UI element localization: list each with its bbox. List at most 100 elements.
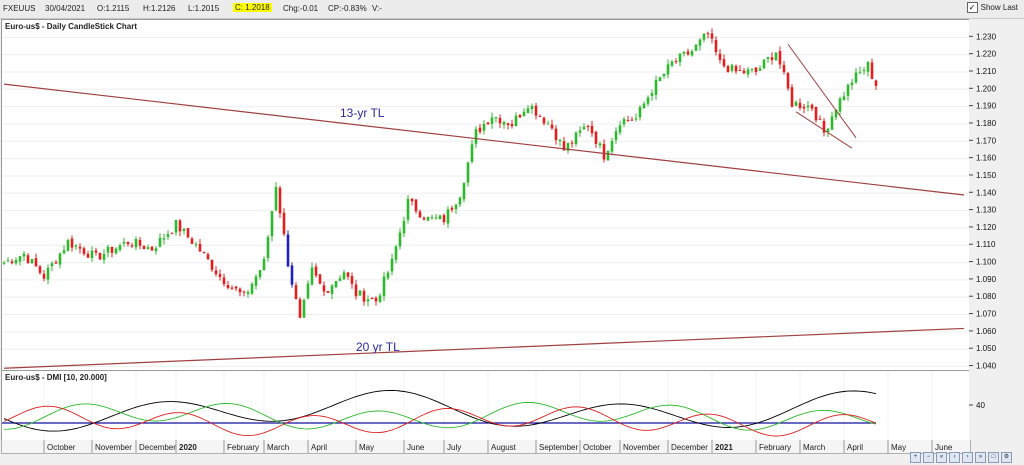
- candle: [458, 196, 462, 207]
- candle-body: [370, 298, 374, 300]
- settings-button[interactable]: ⚙: [1001, 452, 1012, 463]
- candle-body: [326, 290, 330, 293]
- candle: [434, 214, 438, 220]
- candle-body: [362, 291, 366, 302]
- candle: [850, 78, 854, 90]
- candle-body: [198, 244, 202, 252]
- candle: [474, 126, 478, 148]
- scroll-start-button[interactable]: «: [936, 452, 947, 463]
- candle: [702, 32, 706, 43]
- candle: [134, 236, 138, 251]
- candle: [382, 271, 386, 302]
- change-label: Chg:-0.01: [283, 4, 319, 13]
- candle-body: [26, 255, 30, 263]
- candle-body: [638, 107, 642, 118]
- fit-button[interactable]: □: [988, 452, 999, 463]
- candle: [830, 111, 834, 131]
- candle: [650, 89, 654, 101]
- candle-body: [282, 212, 286, 235]
- candle-body: [290, 265, 294, 285]
- candle-body: [170, 232, 174, 234]
- candle: [374, 296, 378, 306]
- candle: [410, 198, 414, 206]
- candle: [270, 210, 274, 242]
- candle-body: [646, 97, 650, 104]
- candle: [282, 208, 286, 237]
- candle-body: [450, 207, 454, 210]
- candle-body: [42, 273, 46, 279]
- candle-body: [174, 220, 178, 233]
- candle: [566, 142, 570, 154]
- scroll-right-button[interactable]: ›: [962, 452, 973, 463]
- candle-body: [714, 39, 718, 53]
- y-tick-label: 1.150: [976, 171, 997, 180]
- candle: [254, 274, 258, 290]
- candle-body: [118, 245, 122, 251]
- candle: [154, 246, 158, 255]
- candlestick-chart-panel[interactable]: 13-yr TL 20 yr TL Euro-us$ - Daily Candle…: [1, 19, 971, 371]
- candle: [426, 216, 430, 222]
- candle: [338, 275, 342, 282]
- candle: [214, 266, 218, 277]
- candle-body: [698, 39, 702, 46]
- candle-body: [250, 284, 254, 294]
- dmi-indicator-panel[interactable]: Euro-us$ - DMI [10, 20.000]: [1, 370, 971, 442]
- candle-body: [482, 124, 486, 131]
- candle: [866, 61, 870, 77]
- candle-body: [682, 52, 686, 54]
- show-last-checkbox[interactable]: ✓: [966, 2, 978, 13]
- candle-body: [426, 217, 430, 221]
- scroll-left-button[interactable]: ‹: [949, 452, 960, 463]
- candle-body: [662, 73, 666, 77]
- candle: [742, 67, 746, 75]
- candle: [670, 59, 674, 68]
- show-last-toggle[interactable]: ✓ Show Last: [966, 2, 1018, 13]
- candle: [218, 269, 222, 281]
- candle-body: [66, 239, 70, 251]
- y-tick-label: 1.190: [976, 102, 997, 111]
- candle-body: [90, 250, 94, 258]
- candle: [182, 228, 186, 235]
- candle-body: [446, 209, 450, 224]
- candle: [498, 114, 502, 129]
- candle-body: [802, 106, 806, 109]
- candle-body: [842, 96, 846, 101]
- scroll-end-button[interactable]: »: [975, 452, 986, 463]
- candle-body: [338, 278, 342, 281]
- candle: [358, 290, 362, 297]
- candle-body: [754, 67, 758, 72]
- candle: [570, 140, 574, 148]
- candle: [190, 236, 194, 245]
- candle-body: [550, 124, 554, 129]
- candle: [682, 50, 686, 57]
- candle-body: [874, 80, 878, 86]
- candle: [626, 115, 630, 122]
- zoom-in-button[interactable]: +: [910, 452, 921, 463]
- candle: [126, 241, 130, 247]
- candle: [638, 104, 642, 121]
- candle-body: [178, 220, 182, 232]
- candle: [766, 56, 770, 63]
- candle: [234, 285, 238, 291]
- candle: [62, 245, 66, 255]
- y-tick-label: 1.170: [976, 136, 997, 145]
- candle: [806, 101, 810, 112]
- candle-body: [238, 288, 242, 293]
- candle: [814, 106, 818, 123]
- candle-body: [330, 285, 334, 294]
- candle-body: [578, 130, 582, 133]
- candle: [750, 68, 754, 73]
- candle: [558, 139, 562, 147]
- x-tick-label: 2020: [179, 443, 197, 452]
- candle-body: [510, 123, 514, 127]
- candle: [450, 205, 454, 213]
- candle-body: [502, 121, 506, 125]
- candle-body: [658, 77, 662, 82]
- candle-body: [134, 239, 138, 248]
- candle: [326, 290, 330, 293]
- candle-body: [622, 119, 626, 125]
- zoom-out-button[interactable]: −: [923, 452, 934, 463]
- quote-toolbar: FXEUUS 30/04/2021 O:1.2115 H:1.2126 L:1.…: [0, 0, 1024, 19]
- date-axis: October November December 2020 February March…: [1, 440, 971, 454]
- candle: [354, 279, 358, 300]
